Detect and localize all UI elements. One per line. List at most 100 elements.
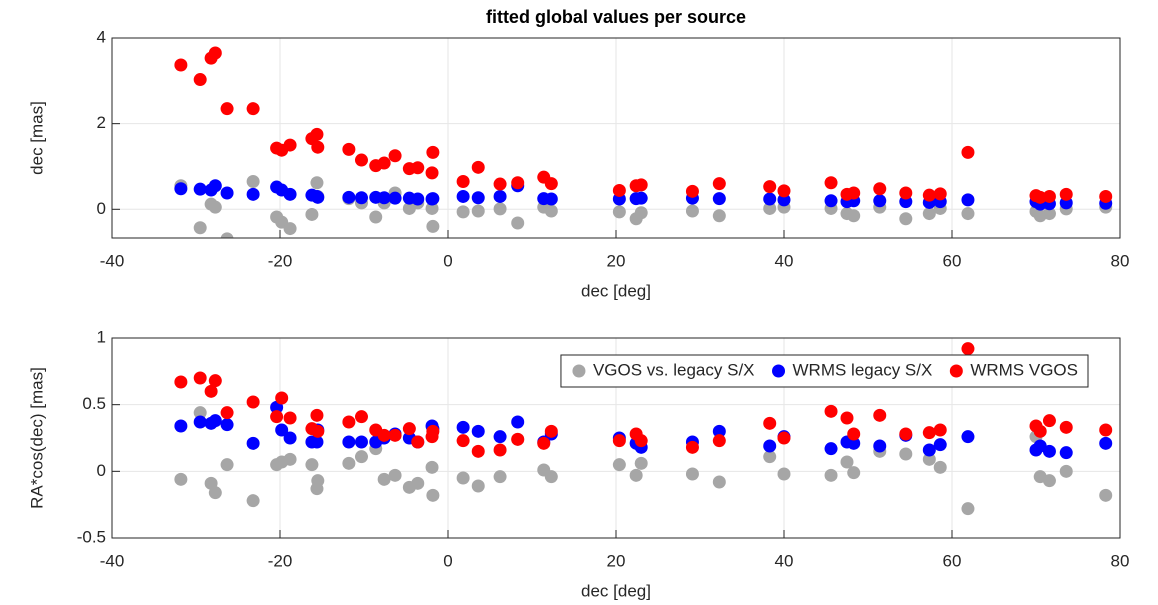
marker	[1033, 424, 1047, 438]
x-tick-label: 40	[775, 551, 794, 570]
legend-label: WRMS legacy S/X	[793, 360, 933, 379]
marker	[354, 191, 368, 205]
y-axis-label: dec [mas]	[27, 101, 46, 175]
x-axis-label: dec [deg]	[581, 581, 651, 600]
marker	[426, 219, 440, 233]
marker	[1099, 423, 1113, 437]
markers	[174, 46, 1113, 238]
marker	[824, 194, 838, 208]
x-tick-label: -20	[268, 251, 293, 270]
legend-box	[560, 354, 1089, 388]
marker	[174, 472, 188, 486]
marker	[840, 411, 854, 425]
marker	[425, 166, 439, 180]
marker	[922, 207, 936, 221]
marker	[342, 142, 356, 156]
marker	[310, 408, 324, 422]
marker	[824, 404, 838, 418]
marker	[511, 216, 525, 230]
marker	[411, 476, 425, 490]
marker	[342, 415, 356, 429]
marker	[777, 467, 791, 481]
marker	[174, 182, 188, 196]
marker	[763, 416, 777, 430]
marker	[961, 207, 975, 221]
marker	[712, 475, 726, 489]
marker	[283, 431, 297, 445]
marker	[220, 418, 234, 432]
marker	[933, 423, 947, 437]
marker	[961, 193, 975, 207]
marker	[456, 420, 470, 434]
marker	[899, 427, 913, 441]
marker	[847, 186, 861, 200]
marker	[777, 184, 791, 198]
marker	[712, 192, 726, 206]
x-tick-label: -20	[268, 551, 293, 570]
legend-marker	[572, 364, 586, 378]
axes-box	[111, 337, 1121, 539]
marker	[712, 177, 726, 191]
marker	[283, 222, 297, 236]
marker	[411, 192, 425, 206]
marker	[342, 456, 356, 470]
marker	[456, 189, 470, 203]
marker	[612, 183, 626, 197]
marker	[220, 102, 234, 116]
marker	[426, 488, 440, 502]
marker	[961, 502, 975, 516]
marker	[544, 424, 558, 438]
marker	[847, 466, 861, 480]
marker	[712, 424, 726, 438]
marker	[493, 443, 507, 457]
marker	[493, 470, 507, 484]
marker	[310, 127, 324, 141]
marker	[511, 415, 525, 429]
marker	[1099, 189, 1113, 203]
marker	[174, 419, 188, 433]
markers	[174, 342, 1113, 516]
y-tick-label: -0.5	[77, 527, 106, 546]
legend-label: VGOS vs. legacy S/X	[593, 360, 755, 379]
marker	[763, 192, 777, 206]
x-tick-label: 0	[443, 251, 452, 270]
marker	[634, 191, 648, 205]
marker	[342, 435, 356, 449]
marker	[763, 180, 777, 194]
x-tick-label: 20	[607, 251, 626, 270]
marker	[305, 458, 319, 472]
marker	[471, 160, 485, 174]
marker	[246, 174, 260, 188]
marker	[354, 153, 368, 167]
marker	[311, 190, 325, 204]
x-tick-label: -40	[100, 251, 125, 270]
marker	[425, 192, 439, 206]
y-tick-label: 4	[97, 27, 106, 46]
marker	[275, 391, 289, 405]
marker	[899, 186, 913, 200]
marker	[220, 458, 234, 472]
marker	[208, 179, 222, 193]
marker	[537, 436, 551, 450]
legend-marker	[772, 364, 786, 378]
marker	[311, 140, 325, 154]
marker	[377, 472, 391, 486]
marker	[511, 176, 525, 190]
marker	[873, 439, 887, 453]
marker	[1042, 414, 1056, 428]
marker	[377, 156, 391, 170]
marker	[685, 440, 699, 454]
marker	[456, 471, 470, 485]
marker	[402, 422, 416, 436]
marker	[1042, 444, 1056, 458]
marker	[354, 410, 368, 424]
marker	[174, 375, 188, 389]
marker	[634, 434, 648, 448]
marker	[922, 188, 936, 202]
marker	[310, 435, 324, 449]
marker	[685, 204, 699, 218]
marker	[305, 207, 319, 221]
marker	[425, 430, 439, 444]
marker	[388, 149, 402, 163]
marker	[354, 450, 368, 464]
